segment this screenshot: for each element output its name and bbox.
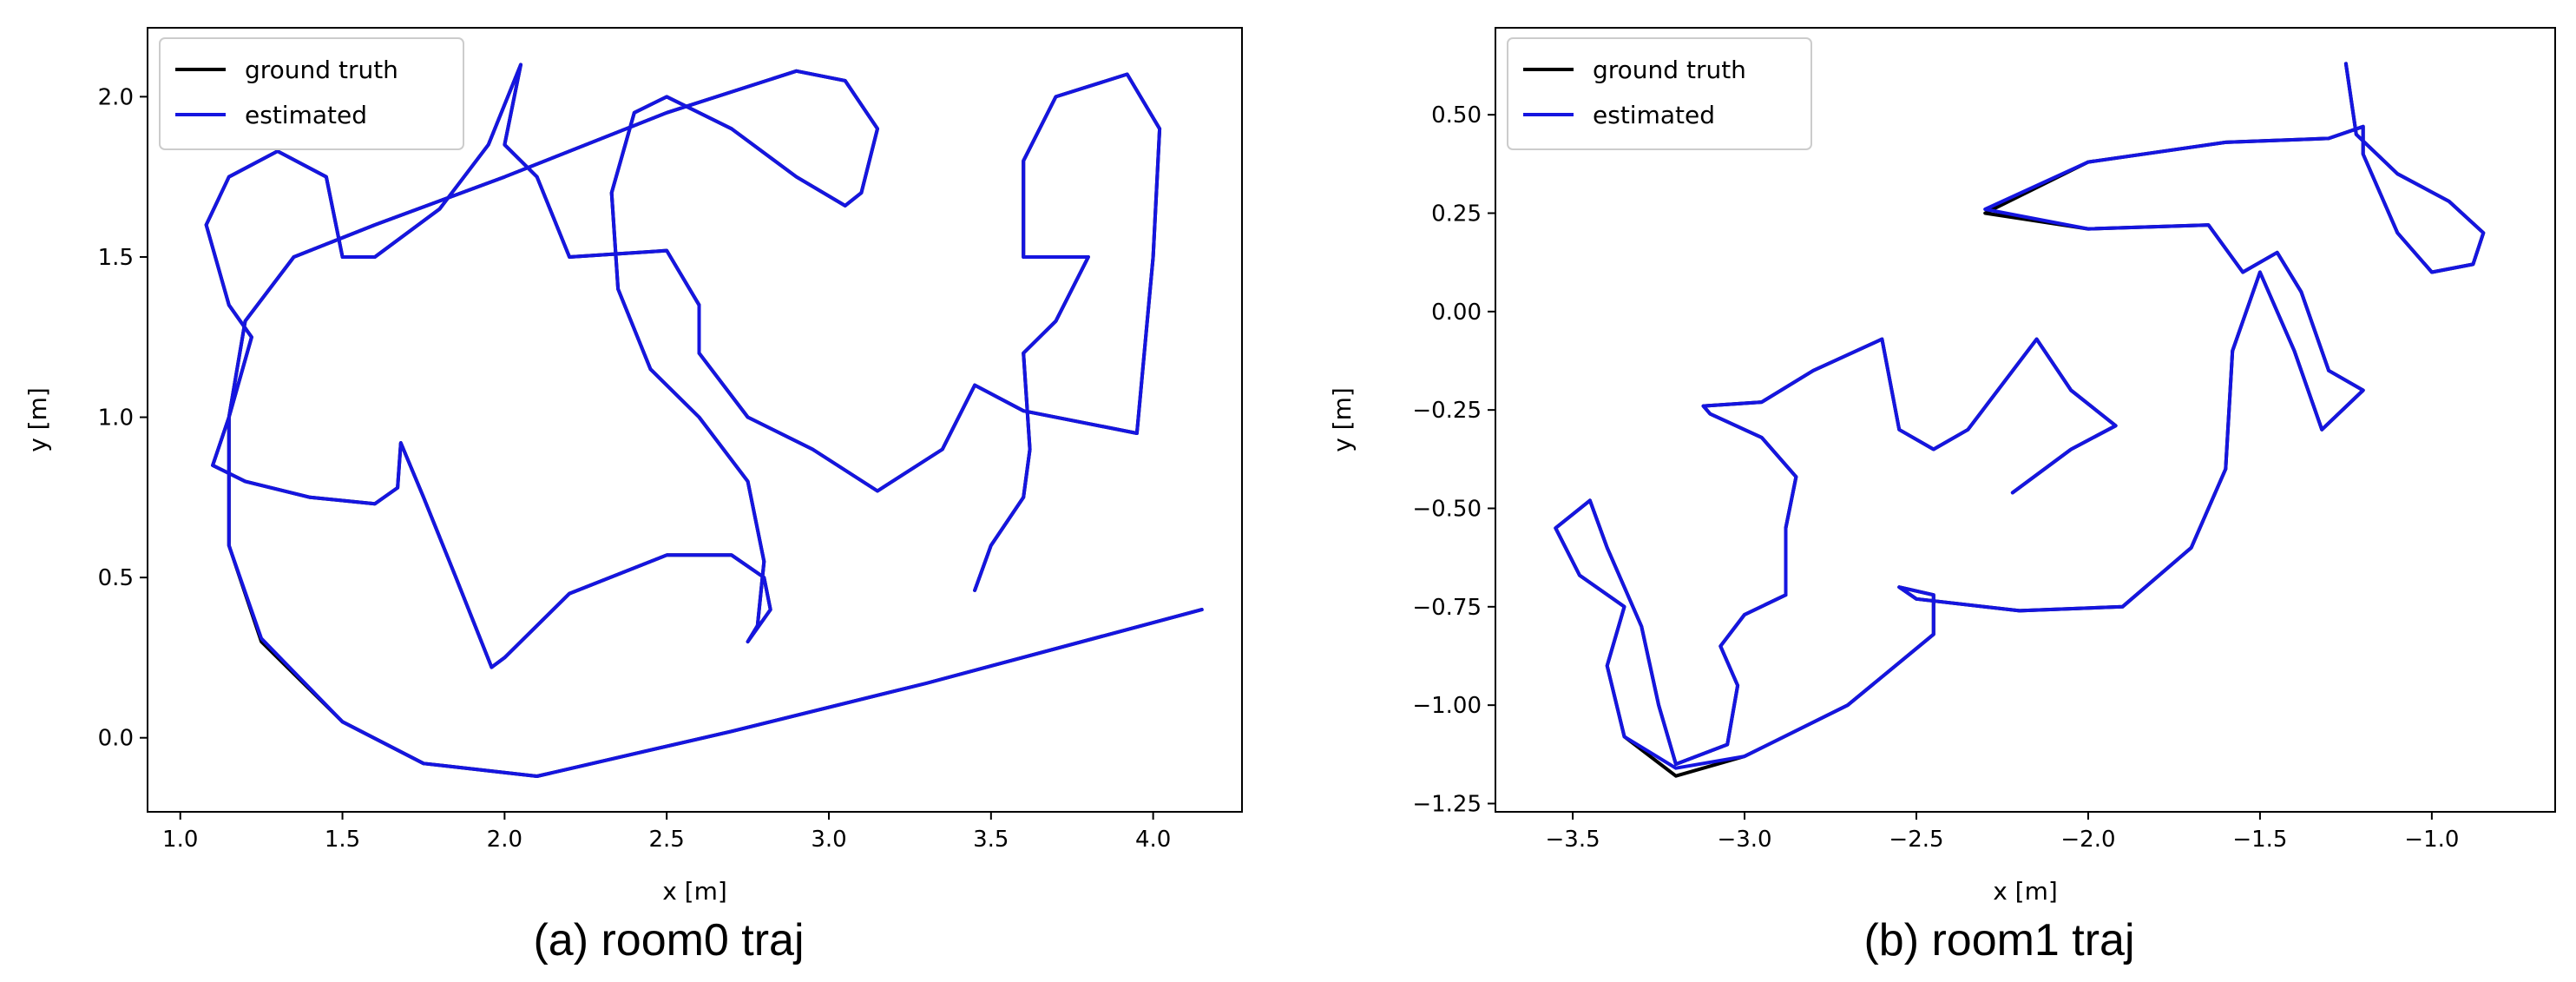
x-tick-label: 2.5 [649,827,685,853]
y-tick-label: 0.5 [98,565,134,591]
trajectory-line [204,63,1204,778]
x-tick-label: −1.5 [2232,827,2287,853]
x-axis-label: x [m] [1993,877,2058,906]
plot-frame [147,27,1243,813]
caption: (b) room1 traj [1863,915,2134,966]
x-tick-label: 2.0 [487,827,522,853]
y-tick-label: −0.50 [1412,496,1482,522]
y-tick-label: −1.25 [1412,791,1482,817]
y-tick-label: 1.5 [98,245,134,271]
x-tick-label: −3.5 [1546,827,1600,853]
x-tick-label: −2.0 [2060,827,2115,853]
y-axis-label: y [m] [23,387,52,452]
y-tick-label: 2.0 [98,84,134,110]
x-tick-label: 3.0 [811,827,846,853]
y-axis-label: y [m] [1328,387,1357,452]
y-tick-label: 1.0 [98,405,134,432]
legend-box [1507,37,1812,150]
trajectory-line [1554,62,2486,770]
y-tick-label: −1.00 [1412,693,1482,719]
y-tick-label: 0.25 [1431,201,1482,227]
x-tick-label: −2.5 [1889,827,1943,853]
caption: (a) room0 traj [533,915,804,966]
x-tick-label: 3.5 [973,827,1009,853]
legend-label: ground truth [245,56,398,84]
y-tick-label: 0.00 [1431,300,1482,326]
x-tick-label: 1.5 [325,827,360,853]
legend-label: estimated [1593,101,1715,129]
x-tick-label: 1.0 [162,827,198,853]
plot: −3.5 −3.0 −2.5 −2.0 −1.5 −1.0 0.50 0.25 0.00 −0.2… [1328,27,2556,966]
y-tick-label: −0.75 [1412,595,1482,621]
x-tick-label: −3.0 [1717,827,1771,853]
y-tick-label: −0.25 [1412,398,1482,424]
x-tick-label: −1.0 [2404,827,2459,853]
y-tick-label: 0.0 [98,726,134,752]
plot-frame [1495,27,2556,813]
legend-label: estimated [245,101,367,129]
legend-label: ground truth [1593,56,1746,84]
plot: 1.0 1.5 2.0 2.5 3.0 3.5 4.0 0.0 0.5 1.0 1.5 2.0 grou… [23,27,1243,966]
y-tick-label: 0.50 [1431,102,1482,129]
legend-box [159,37,464,150]
x-tick-label: 4.0 [1135,827,1171,853]
x-axis-label: x [m] [662,877,727,906]
